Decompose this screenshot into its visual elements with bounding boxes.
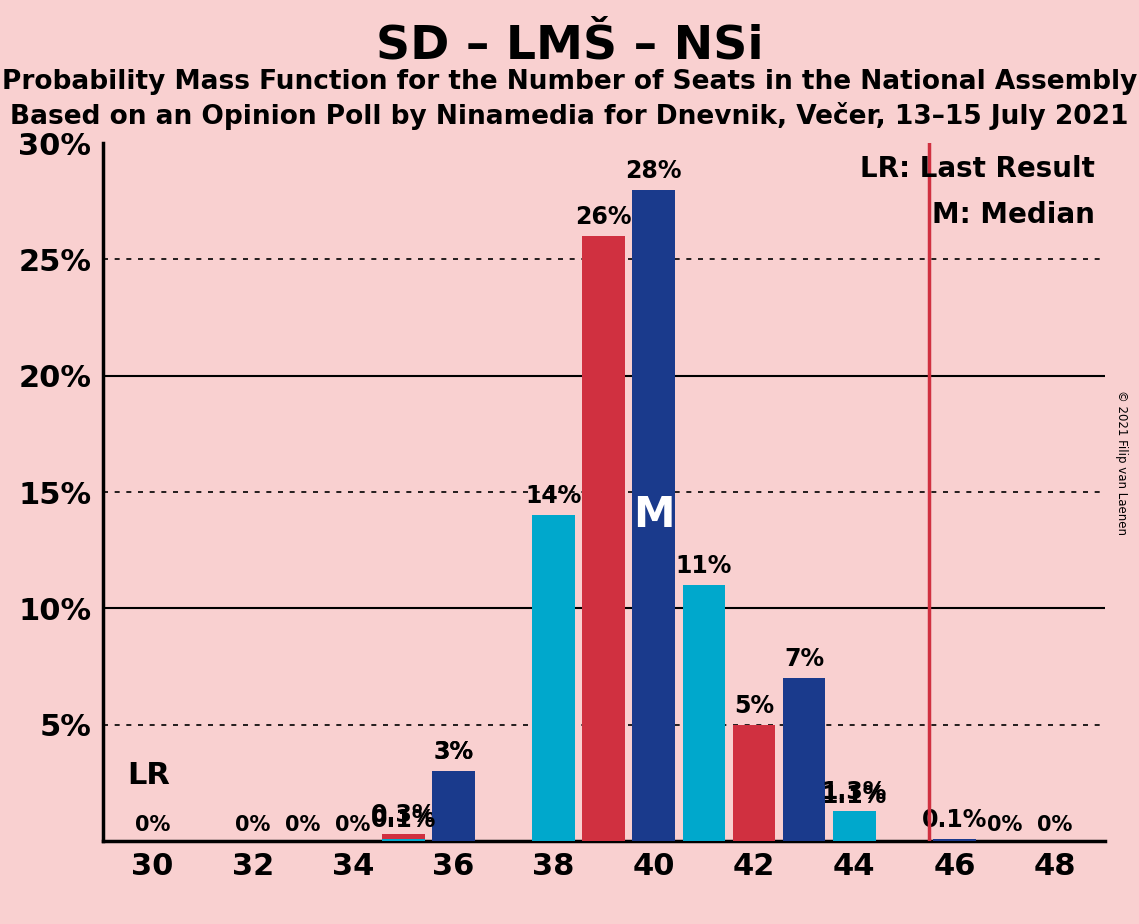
Text: 0%: 0% (986, 815, 1023, 835)
Bar (833, 810, 876, 841)
Text: M: Median: M: Median (932, 201, 1095, 229)
Bar (933, 838, 976, 841)
Text: 7%: 7% (784, 647, 825, 671)
Text: 26%: 26% (575, 205, 632, 229)
Text: 0%: 0% (134, 815, 171, 835)
Text: Probability Mass Function for the Number of Seats in the National Assembly: Probability Mass Function for the Number… (2, 69, 1137, 95)
Bar (632, 189, 675, 841)
Text: 0%: 0% (235, 815, 271, 835)
Text: SD – LMŠ – NSi: SD – LMŠ – NSi (376, 23, 763, 68)
Text: 0.1%: 0.1% (921, 808, 988, 832)
Bar (382, 838, 425, 841)
Bar (432, 771, 475, 841)
Text: 1.1%: 1.1% (821, 784, 887, 808)
Text: 28%: 28% (625, 159, 682, 183)
Text: © 2021 Filip van Laenen: © 2021 Filip van Laenen (1115, 390, 1129, 534)
Text: Based on an Opinion Poll by Ninamedia for Dnevnik, Večer, 13–15 July 2021: Based on an Opinion Poll by Ninamedia fo… (10, 102, 1129, 129)
Bar (782, 678, 826, 841)
Bar (682, 585, 726, 841)
Bar (833, 815, 876, 841)
Text: 0%: 0% (1036, 815, 1073, 835)
Text: 1.3%: 1.3% (821, 780, 887, 804)
Text: 3%: 3% (433, 740, 474, 764)
Bar (432, 771, 475, 841)
Text: 3%: 3% (433, 740, 474, 764)
Text: 5%: 5% (734, 694, 775, 718)
Text: 0.1%: 0.1% (370, 808, 436, 832)
Text: 0%: 0% (335, 815, 371, 835)
Bar (532, 516, 575, 841)
Text: 0.3%: 0.3% (370, 803, 436, 827)
Bar (732, 724, 776, 841)
Bar (582, 237, 625, 841)
Text: 11%: 11% (675, 554, 732, 578)
Text: LR: LR (128, 760, 171, 790)
Text: 0%: 0% (285, 815, 321, 835)
Text: M: M (633, 494, 674, 536)
Text: 14%: 14% (525, 484, 582, 508)
Bar (382, 833, 425, 841)
Text: LR: Last Result: LR: Last Result (860, 155, 1095, 183)
